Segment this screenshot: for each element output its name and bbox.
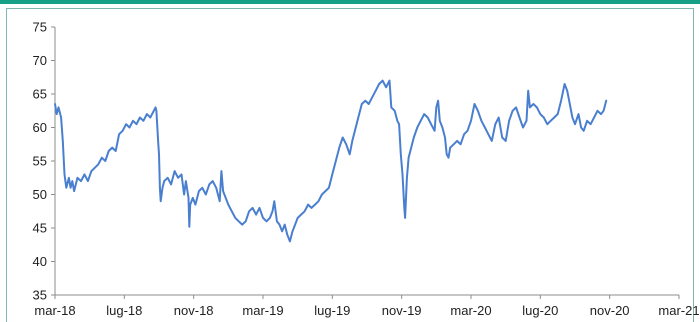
y-tick-label: 65	[33, 87, 47, 102]
x-tick-label: lug-18	[106, 303, 142, 318]
x-tick-label: nov-19	[382, 303, 422, 318]
y-tick-label: 50	[33, 187, 47, 202]
chart-panel	[6, 8, 694, 322]
x-tick-label: mar-21	[658, 303, 699, 318]
x-tick-label: nov-20	[590, 303, 630, 318]
x-tick-label: lug-20	[522, 303, 558, 318]
y-tick-label: 70	[33, 53, 47, 68]
y-tick-label: 75	[33, 20, 47, 35]
series-line-0	[54, 79, 608, 243]
chart-axes: 35 40 45 50 55 60 65 70 75 mar-18 lug-18 nov-18 mar-…	[33, 20, 700, 319]
y-tick-label: 60	[33, 120, 47, 135]
y-tick-label: 55	[33, 154, 47, 169]
y-tick-label: 40	[33, 254, 47, 269]
x-tick-label: mar-19	[242, 303, 283, 318]
x-tick-label: nov-18	[174, 303, 214, 318]
x-tick-label: mar-18	[34, 303, 75, 318]
x-tick-label: lug-19	[314, 303, 350, 318]
y-tick-label: 45	[33, 221, 47, 236]
x-tick-label: mar-20	[450, 303, 491, 318]
chart-plot-area	[54, 79, 608, 243]
y-tick-label: 35	[33, 288, 47, 303]
